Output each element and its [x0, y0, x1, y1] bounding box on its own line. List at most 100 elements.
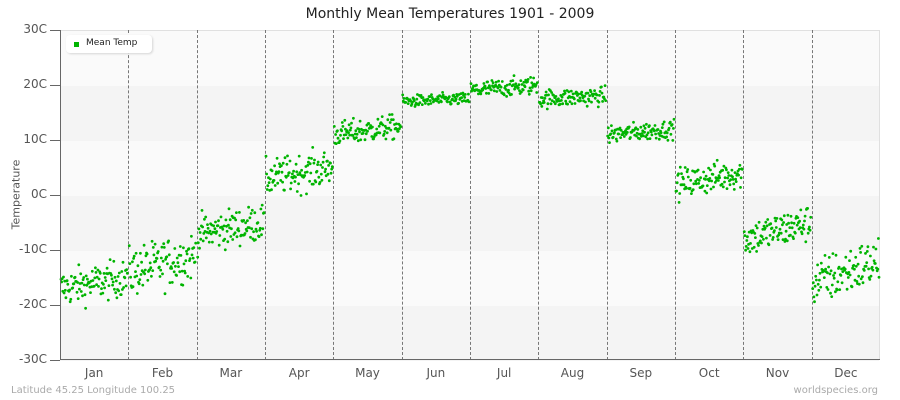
data-point: [312, 161, 316, 165]
data-point: [871, 268, 875, 272]
data-point: [94, 266, 97, 270]
data-point: [784, 237, 787, 241]
data-point: [371, 125, 374, 129]
data-point: [766, 218, 770, 221]
data-point: [782, 214, 786, 218]
data-point: [159, 268, 163, 272]
data-point: [276, 181, 280, 185]
data-point: [103, 286, 106, 290]
data-point: [122, 286, 125, 289]
data-point: [789, 214, 793, 218]
data-point: [213, 227, 217, 231]
data-point: [665, 131, 669, 135]
data-point: [72, 282, 76, 286]
data-point: [221, 227, 225, 231]
data-point: [457, 101, 460, 105]
data-point: [279, 179, 283, 182]
data-point: [197, 227, 201, 231]
data-point: [132, 257, 136, 260]
data-point: [798, 226, 802, 230]
data-point: [354, 129, 358, 133]
data-point: [508, 82, 512, 86]
data-point: [760, 235, 764, 239]
data-point: [355, 136, 358, 140]
data-point: [95, 283, 98, 286]
data-point: [158, 275, 162, 278]
data-point: [284, 175, 288, 179]
data-point: [726, 171, 730, 175]
data-point: [467, 100, 471, 104]
data-point: [389, 128, 393, 132]
data-point: [876, 267, 880, 271]
data-point: [436, 97, 440, 101]
data-point: [732, 188, 736, 191]
data-point: [270, 169, 274, 173]
data-point: [595, 93, 599, 97]
data-point: [610, 129, 614, 133]
data-point: [295, 190, 299, 193]
data-point: [381, 123, 385, 127]
month-separator: [812, 30, 813, 360]
month-separator: [128, 30, 129, 360]
data-point: [774, 226, 778, 229]
data-point: [577, 92, 580, 96]
data-point: [522, 80, 526, 84]
data-point: [318, 181, 322, 184]
data-point: [727, 174, 731, 177]
data-point: [832, 276, 836, 280]
data-point: [569, 89, 573, 93]
data-point: [737, 167, 741, 171]
data-point: [388, 121, 392, 124]
data-point: [869, 274, 873, 278]
data-point: [779, 231, 783, 235]
data-point: [697, 179, 701, 182]
data-point: [475, 83, 478, 87]
data-point: [850, 285, 854, 289]
data-point: [824, 267, 827, 271]
data-point: [174, 264, 177, 268]
month-separator: [265, 30, 266, 360]
data-point: [531, 86, 534, 89]
legend: Mean Temp: [66, 35, 152, 53]
data-point: [172, 261, 176, 264]
data-point: [527, 89, 531, 93]
data-point: [212, 224, 216, 228]
data-point: [872, 245, 875, 249]
data-point: [861, 275, 864, 278]
data-point: [225, 229, 229, 233]
data-point: [418, 101, 422, 104]
data-point: [170, 267, 174, 270]
y-tick-label: 20C: [23, 77, 47, 91]
data-point: [374, 133, 378, 137]
data-point: [294, 175, 297, 179]
data-point: [178, 270, 182, 274]
data-point: [334, 142, 338, 146]
data-point: [268, 177, 272, 181]
data-point: [767, 243, 771, 247]
data-point: [463, 93, 467, 96]
data-point: [154, 259, 158, 263]
data-point: [709, 168, 712, 172]
data-point: [111, 283, 114, 287]
data-point: [185, 249, 188, 253]
data-point: [617, 132, 621, 136]
data-point: [162, 242, 166, 246]
data-point: [415, 97, 419, 101]
x-tick-label: May: [355, 366, 380, 380]
data-point: [339, 133, 342, 137]
y-tick-label: 10C: [23, 132, 47, 146]
y-tick-label: -30C: [19, 352, 47, 366]
data-point: [744, 248, 747, 252]
data-point: [310, 157, 313, 160]
data-point: [402, 97, 406, 100]
data-point: [873, 262, 877, 265]
data-point: [287, 171, 291, 175]
data-point: [638, 137, 641, 141]
data-point: [314, 180, 318, 184]
data-point: [428, 99, 432, 102]
data-point: [66, 282, 70, 286]
data-point: [200, 209, 204, 212]
data-point: [153, 242, 157, 246]
data-point: [139, 273, 143, 276]
data-point: [223, 248, 227, 252]
